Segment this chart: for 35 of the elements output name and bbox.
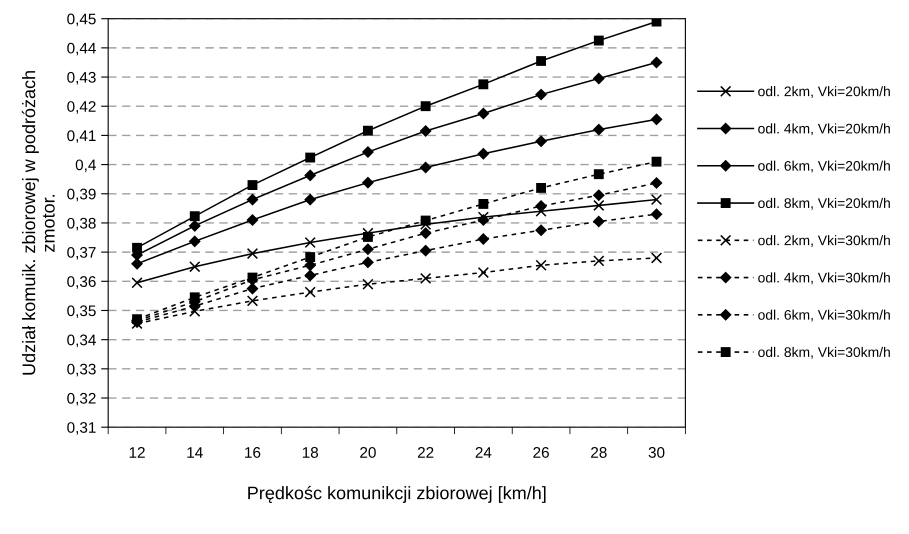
legend-label: odl. 4km, Vki=30km/h — [758, 272, 890, 284]
y-tick-label: 0,42 — [67, 101, 96, 114]
y-tick-label: 0,36 — [67, 276, 96, 289]
y-tick-label: 0,34 — [67, 334, 96, 348]
y-axis-title: Udział komuik. zbiorowej w podróżach zmotor. — [22, 71, 55, 375]
y-tick-label: 0,43 — [67, 72, 96, 85]
y-tick-label: 0,4 — [76, 159, 96, 172]
x-tick-label: 22 — [418, 447, 434, 458]
legend-label: odl. 2km, Vki=30km/h — [758, 235, 890, 247]
legend-label: odl. 8km, Vki=30km/h — [758, 346, 890, 359]
y-tick-label: 0,31 — [67, 422, 96, 435]
x-tick-label: 12 — [130, 447, 145, 458]
y-tick-label: 0,32 — [67, 392, 96, 406]
x-tick-label: 26 — [533, 447, 549, 458]
y-tick-label: 0,39 — [67, 188, 96, 202]
y-tick-label: 0,37 — [67, 246, 96, 260]
x-tick-label: 24 — [476, 447, 492, 458]
y-tick-label: 0,38 — [67, 218, 96, 230]
x-tick-label: 18 — [302, 447, 318, 458]
legend-label: odl. 2km, Vki=20km/h — [758, 86, 890, 98]
x-tick-label: 30 — [648, 447, 664, 458]
x-axis-title: Prędkośc komunikcji zbiorowej [km/h] — [248, 486, 546, 503]
x-tick-label: 16 — [245, 447, 260, 458]
legend-label: odl. 4km, Vki=20km/h — [758, 123, 890, 136]
y-tick-label: 0,33 — [67, 364, 96, 376]
x-tick-label: 28 — [591, 447, 607, 458]
legend-label: odl. 6km, Vki=20km/h — [758, 160, 890, 172]
legend-label: odl. 6km, Vki=30km/h — [758, 310, 890, 322]
x-tick-label: 14 — [187, 447, 203, 458]
y-tick-label: 0,44 — [67, 42, 96, 56]
y-tick-label: 0,45 — [67, 14, 96, 26]
y-tick-label: 0,41 — [67, 130, 96, 143]
legend-label: odl. 8km, Vki=20km/h — [758, 198, 890, 210]
x-tick-label: 20 — [360, 447, 376, 458]
y-tick-label: 0,35 — [67, 305, 96, 318]
